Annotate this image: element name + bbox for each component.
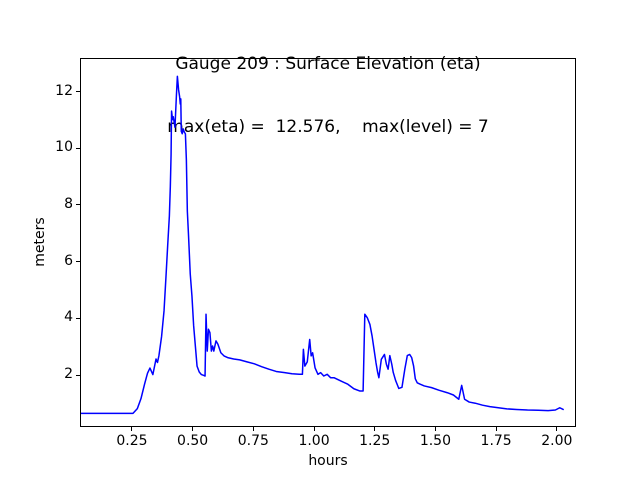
y-tick-label: 10 — [55, 139, 73, 156]
x-tick-mark — [434, 427, 436, 431]
x-tick-mark — [556, 427, 558, 431]
x-axis-label: hours — [308, 453, 348, 469]
chart-title-line1: Gauge 209 : Surface Elevation (eta) — [175, 54, 481, 74]
surface-elevation-line-chart — [81, 75, 564, 415]
x-tick-label: 0.25 — [116, 433, 148, 449]
y-tick-label: 4 — [64, 309, 73, 326]
x-tick-label: 0.75 — [237, 433, 269, 449]
y-tick-mark — [76, 91, 80, 93]
x-tick-mark — [374, 427, 376, 431]
x-tick-mark — [192, 427, 194, 431]
y-tick-mark — [76, 204, 80, 206]
plot-area — [80, 58, 576, 427]
x-tick-mark — [131, 427, 133, 431]
y-tick-label: 8 — [64, 195, 73, 212]
x-tick-mark — [313, 427, 315, 431]
x-tick-label: 1.75 — [480, 433, 512, 449]
x-tick-label: 1.00 — [298, 433, 330, 449]
chart-title: Gauge 209 : Surface Elevation (eta) max(… — [80, 12, 576, 180]
x-tick-mark — [252, 427, 254, 431]
y-tick-label: 6 — [64, 252, 73, 269]
x-tick-mark — [495, 427, 497, 431]
x-tick-label: 1.25 — [359, 433, 391, 449]
y-tick-mark — [76, 147, 80, 149]
y-tick-mark — [76, 374, 80, 376]
x-tick-label: 1.50 — [419, 433, 451, 449]
x-tick-label: 2.00 — [541, 433, 573, 449]
x-tick-label: 0.50 — [177, 433, 209, 449]
y-tick-label: 12 — [55, 82, 73, 99]
y-tick-mark — [76, 317, 80, 319]
eta-line-series — [81, 75, 564, 415]
chart-title-line2: max(eta) = 12.576, max(level) = 7 — [167, 117, 489, 137]
y-tick-label: 2 — [64, 366, 73, 382]
y-tick-mark — [76, 261, 80, 263]
